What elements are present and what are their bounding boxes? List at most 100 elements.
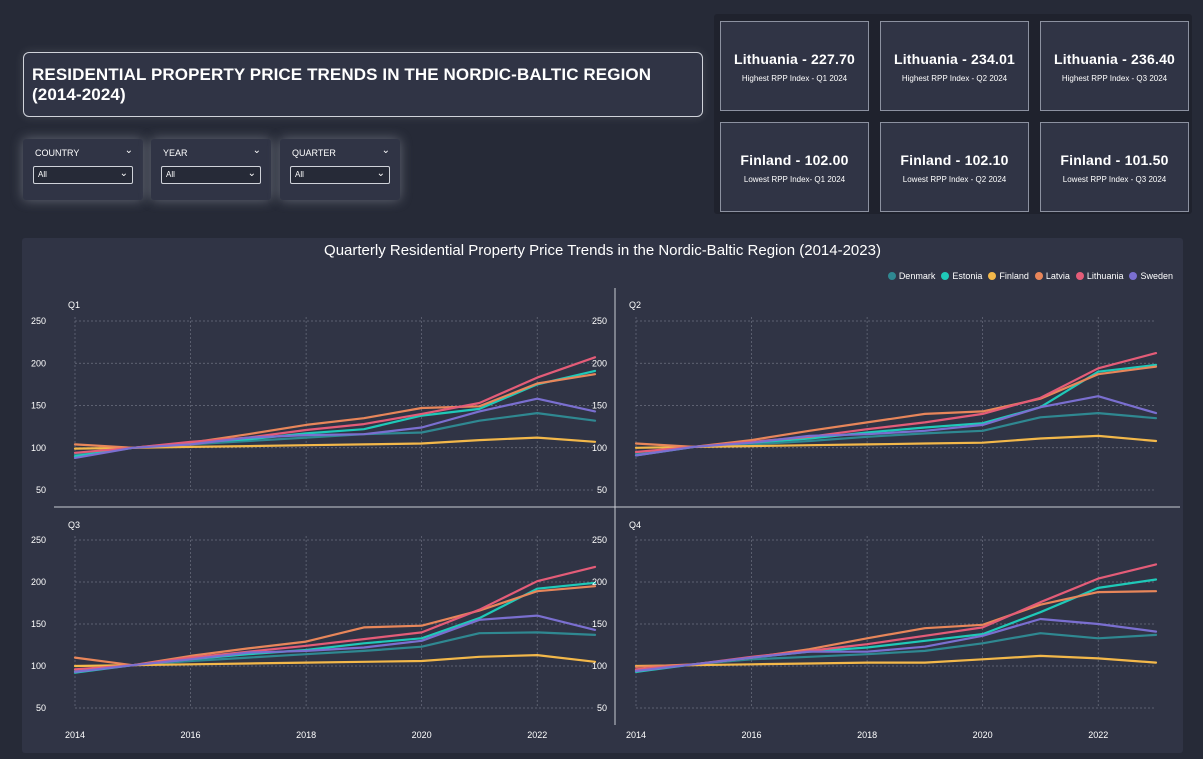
chevron-down-icon[interactable]: ⌄ [247, 168, 256, 179]
chart-panel: Quarterly Residential Property Price Tre… [22, 238, 1183, 753]
country-filter-label: COUNTRY [35, 148, 80, 158]
y-tick-label: 150 [31, 619, 46, 629]
series-line-sweden [634, 395, 1158, 457]
legend-item[interactable]: Lithuania [1075, 271, 1124, 281]
y-tick-label: 50 [36, 703, 46, 713]
chevron-down-icon[interactable]: ⌄ [381, 145, 390, 156]
chevron-down-icon[interactable]: ⌄ [376, 168, 385, 179]
series-line-finland [73, 654, 597, 668]
kpi-panel: Lithuania - 227.70 Highest RPP Index - Q… [714, 14, 1192, 214]
legend-label: Denmark [898, 271, 936, 281]
chart-title: Quarterly Residential Property Price Tre… [324, 242, 881, 259]
kpi-card: Finland - 101.50 Lowest RPP Index - Q3 2… [1040, 122, 1189, 212]
quarter-select[interactable]: All ⌄ [290, 166, 390, 184]
chevron-down-icon[interactable]: ⌄ [119, 168, 128, 179]
legend-item[interactable]: Sweden [1129, 271, 1173, 281]
y-tick-label: 250 [592, 316, 607, 326]
year-select[interactable]: All ⌄ [161, 166, 261, 184]
series-line-sweden [73, 614, 597, 673]
year-filter-label: YEAR [163, 148, 188, 158]
legend-label: Finland [999, 271, 1029, 281]
kpi-card: Finland - 102.00 Lowest RPP Index- Q1 20… [720, 122, 869, 212]
y-tick-label: 50 [36, 485, 46, 495]
kpi-card: Lithuania - 227.70 Highest RPP Index - Q… [720, 21, 869, 111]
legend-item[interactable]: Estonia [941, 271, 982, 281]
y-tick-label: 250 [31, 535, 46, 545]
kpi-label: Highest RPP Index - Q1 2024 [741, 74, 848, 83]
country-filter[interactable]: COUNTRY ⌄ All ⌄ [23, 139, 143, 200]
kpi-card: Lithuania - 234.01 Highest RPP Index - Q… [880, 21, 1029, 111]
legend-label: Lithuania [1086, 271, 1124, 281]
quarter-filter[interactable]: QUARTER ⌄ All ⌄ [280, 139, 400, 200]
x-tick-label: 2018 [857, 730, 877, 740]
panel-label: Q1 [68, 300, 80, 310]
x-tick-label: 2014 [65, 730, 85, 740]
legend-item[interactable]: Latvia [1034, 271, 1070, 281]
legend-item[interactable]: Finland [988, 271, 1029, 281]
y-tick-label: 200 [31, 577, 46, 587]
x-tick-label: 2020 [973, 730, 993, 740]
quarter-select-value: All [295, 170, 304, 179]
kpi-value: Lithuania - 227.70 [733, 51, 856, 67]
x-tick-label: 2018 [296, 730, 316, 740]
kpi-label: Lowest RPP Index - Q3 2024 [1062, 175, 1167, 184]
series-line-finland [634, 434, 1158, 449]
series-line-finland [634, 654, 1158, 668]
y-tick-label: 100 [592, 661, 607, 671]
kpi-label: Highest RPP Index - Q2 2024 [901, 74, 1008, 83]
line-chart: Q1 50 100 150 200 250 Q2 50 100 150 200 250 Q3 50 100 1… [31, 288, 1180, 740]
chevron-down-icon[interactable]: ⌄ [124, 145, 133, 156]
series-line-sweden [73, 397, 597, 459]
page-title: RESIDENTIAL PROPERTY PRICE TRENDS IN THE… [32, 64, 652, 104]
kpi-value: Lithuania - 234.01 [893, 51, 1016, 67]
y-tick-label: 100 [31, 661, 46, 671]
country-select-value: All [38, 170, 47, 179]
series-line-lithuania [73, 356, 597, 454]
series-line-sweden [634, 617, 1158, 673]
title-card: RESIDENTIAL PROPERTY PRICE TRENDS IN THE… [23, 52, 703, 117]
series-line-estonia [73, 581, 597, 674]
x-tick-label: 2022 [1088, 730, 1108, 740]
kpi-value: Finland - 102.10 [900, 152, 1009, 168]
kpi-card: Lithuania - 236.40 Highest RPP Index - Q… [1040, 21, 1189, 111]
y-tick-label: 250 [31, 316, 46, 326]
y-tick-label: 200 [31, 358, 46, 368]
kpi-value: Lithuania - 236.40 [1053, 51, 1176, 67]
kpi-label: Lowest RPP Index - Q2 2024 [902, 175, 1007, 184]
legend-dot-icon [887, 272, 896, 280]
legend-dot-icon [1034, 272, 1043, 280]
quarter-filter-label: QUARTER [292, 148, 336, 158]
panel-label: Q2 [629, 300, 641, 310]
x-tick-label: 2022 [527, 730, 547, 740]
series-line-latvia [634, 590, 1158, 668]
legend-dot-icon [988, 272, 997, 280]
x-tick-label: 2016 [742, 730, 762, 740]
year-filter[interactable]: YEAR ⌄ All ⌄ [151, 139, 271, 200]
kpi-label: Lowest RPP Index- Q1 2024 [743, 175, 846, 184]
x-tick-label: 2020 [412, 730, 432, 740]
x-tick-label: 2014 [626, 730, 646, 740]
chevron-down-icon[interactable]: ⌄ [252, 145, 261, 156]
legend-item[interactable]: Denmark [887, 271, 936, 281]
y-tick-label: 100 [592, 443, 607, 453]
kpi-label: Highest RPP Index - Q3 2024 [1061, 74, 1168, 83]
y-tick-label: 150 [31, 401, 46, 411]
legend-label: Latvia [1045, 271, 1070, 281]
y-tick-label: 250 [592, 535, 607, 545]
y-tick-label: 150 [592, 401, 607, 411]
y-tick-label: 150 [592, 619, 607, 629]
panel-label: Q3 [68, 520, 80, 530]
x-tick-label: 2016 [181, 730, 201, 740]
y-tick-label: 50 [597, 703, 607, 713]
y-tick-label: 200 [592, 577, 607, 587]
series-line-finland [73, 436, 597, 450]
panel-label: Q4 [629, 520, 641, 530]
kpi-value: Finland - 102.00 [740, 152, 849, 168]
legend-dot-icon [1075, 272, 1084, 280]
year-select-value: All [166, 170, 175, 179]
legend-label: Sweden [1140, 271, 1173, 281]
chart-legend: Denmark Estonia Finland Latvia Lithuania Swed… [887, 271, 1173, 281]
country-select[interactable]: All ⌄ [33, 166, 133, 184]
kpi-value: Finland - 101.50 [1060, 152, 1169, 168]
legend-dot-icon [941, 272, 950, 280]
